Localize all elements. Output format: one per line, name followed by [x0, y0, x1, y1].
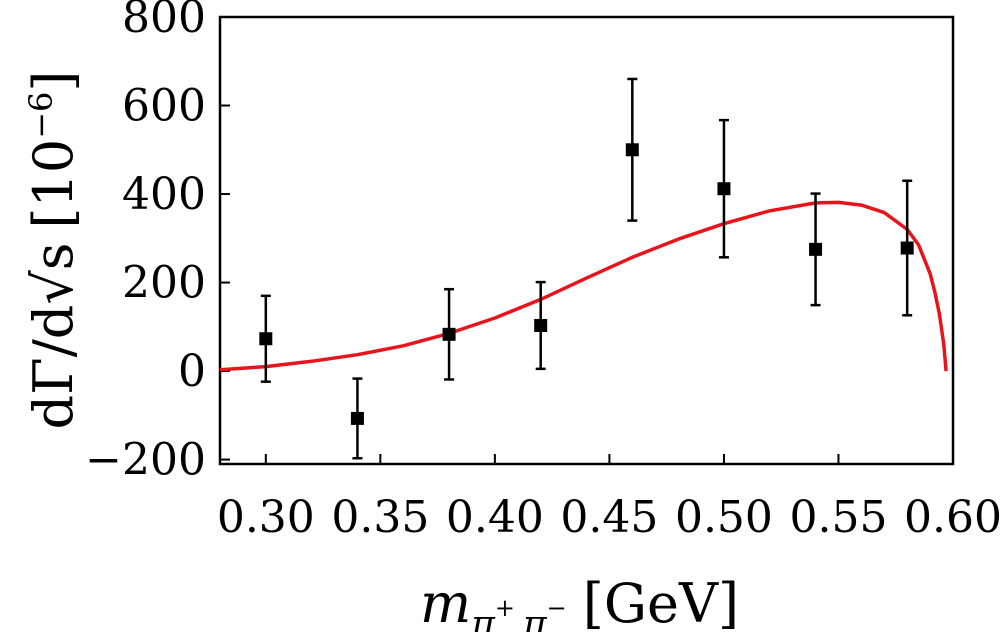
data-point [717, 118, 731, 259]
x-tick-label: 0.30 [217, 492, 315, 543]
x-tick-label: 0.60 [904, 492, 1000, 543]
plot-frame [218, 15, 955, 466]
x-axis-ticks: 0.30 0.35 0.40 0.45 0.50 0.55 0.60 [217, 454, 1000, 543]
y-axis-ticks: −200 0 200 400 600 800 [85, 0, 230, 486]
data-points-layer [259, 77, 914, 460]
square-marker [900, 241, 914, 255]
model-curve [219, 200, 948, 372]
y-tick-label: 200 [122, 258, 206, 309]
x-tick-label: 0.40 [446, 492, 544, 543]
y-tick-label: −200 [85, 435, 206, 486]
square-marker [259, 332, 273, 346]
model-curve-layer [219, 200, 948, 372]
y-tick-label: 0 [178, 346, 206, 397]
square-marker [442, 327, 456, 341]
square-marker [717, 182, 731, 196]
data-point [259, 294, 273, 383]
x-tick-label: 0.35 [331, 492, 429, 543]
y-tick-label: 400 [122, 169, 206, 220]
data-point [534, 280, 548, 371]
x-tick-label: 0.45 [560, 492, 658, 543]
x-axis-title: mπ+ π− [GeV] [420, 572, 739, 632]
x-tick-label: 0.55 [789, 492, 887, 543]
data-point [625, 77, 639, 222]
square-marker [625, 143, 639, 157]
square-marker [534, 318, 548, 332]
x-tick-label: 0.50 [675, 492, 773, 543]
y-tick-label: 600 [122, 81, 206, 132]
square-marker [350, 411, 364, 425]
svg-text:dΓ/d√s[10−6]: dΓ/d√s[10−6] [22, 71, 85, 430]
data-point [350, 377, 364, 460]
data-point [900, 179, 914, 317]
data-point [442, 287, 456, 381]
y-axis-title: dΓ/d√s[10−6] [22, 71, 85, 430]
y-tick-label: 800 [122, 0, 206, 43]
data-point [809, 192, 823, 307]
square-marker [809, 242, 823, 256]
